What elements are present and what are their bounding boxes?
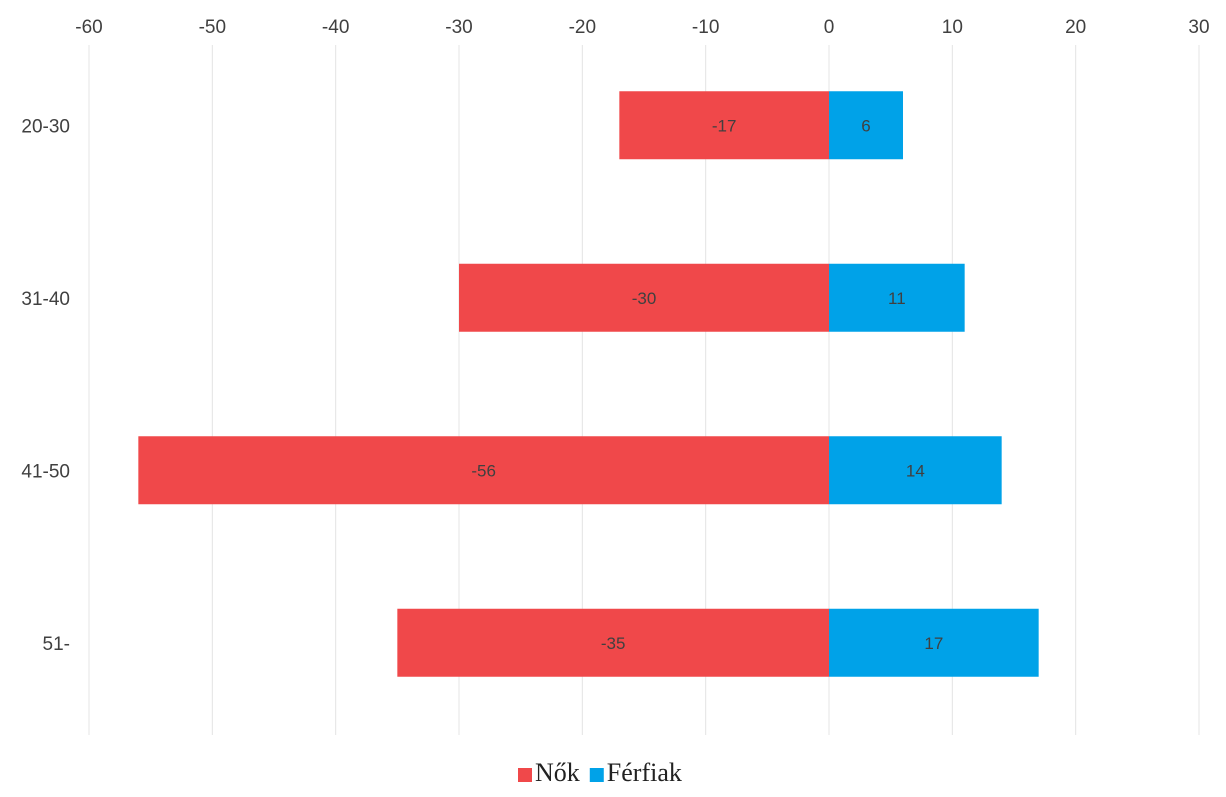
bar	[829, 91, 903, 160]
bar	[829, 436, 1002, 505]
x-tick-label: 30	[1188, 17, 1209, 38]
y-category-label: 20-30	[21, 116, 70, 137]
bar	[829, 263, 965, 332]
data-label: 11	[888, 289, 906, 308]
bar	[459, 263, 829, 332]
data-label: -17	[712, 116, 737, 135]
legend-item: Nők	[518, 758, 580, 787]
data-labels: -17 6 -30 11 -56 14 -35 17	[471, 116, 943, 653]
y-category-label: 41-50	[21, 461, 70, 482]
y-category-label: 51-	[43, 634, 70, 655]
bar	[829, 608, 1039, 677]
data-label: -35	[601, 634, 626, 653]
data-label: 14	[906, 461, 925, 480]
bars	[138, 91, 1039, 677]
data-label: -56	[471, 461, 496, 480]
legend-item: Férfiak	[589, 758, 682, 787]
grid-lines	[88, 45, 1200, 735]
bar	[138, 436, 830, 505]
x-tick-label: -20	[569, 17, 596, 38]
legend-swatch	[518, 768, 532, 782]
bar	[397, 608, 829, 677]
x-tick-label: 0	[824, 17, 835, 38]
legend-swatch	[589, 768, 604, 782]
x-tick-label: -60	[75, 17, 102, 38]
legend-label: Férfiak	[607, 758, 682, 787]
x-tick-label: -40	[322, 17, 349, 38]
x-tick-label: 20	[1065, 17, 1086, 38]
y-category-label: 31-40	[21, 289, 70, 310]
data-label: 6	[861, 116, 870, 135]
legend: Nők Férfiak	[518, 758, 682, 787]
data-label: -30	[632, 289, 657, 308]
x-tick-label: -50	[199, 17, 226, 38]
bar	[619, 91, 829, 160]
y-axis-category-labels: 20-30 31-40 41-50 51-	[21, 116, 70, 655]
x-tick-label: -30	[445, 17, 472, 38]
x-tick-label: -10	[692, 17, 719, 38]
legend-label: Nők	[535, 758, 580, 787]
x-axis-tick-labels: -60 -50 -40 -30 -20 -10 0 10 20 30	[75, 17, 1209, 38]
x-tick-label: 10	[942, 17, 963, 38]
data-label: 17	[924, 634, 943, 653]
